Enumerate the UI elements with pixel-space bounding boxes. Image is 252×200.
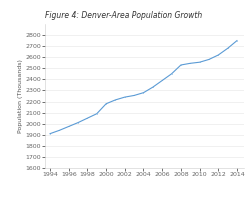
Text: Figure 4: Denver-Area Population Growth: Figure 4: Denver-Area Population Growth — [45, 11, 203, 20]
Y-axis label: Population (Thousands): Population (Thousands) — [18, 59, 23, 133]
